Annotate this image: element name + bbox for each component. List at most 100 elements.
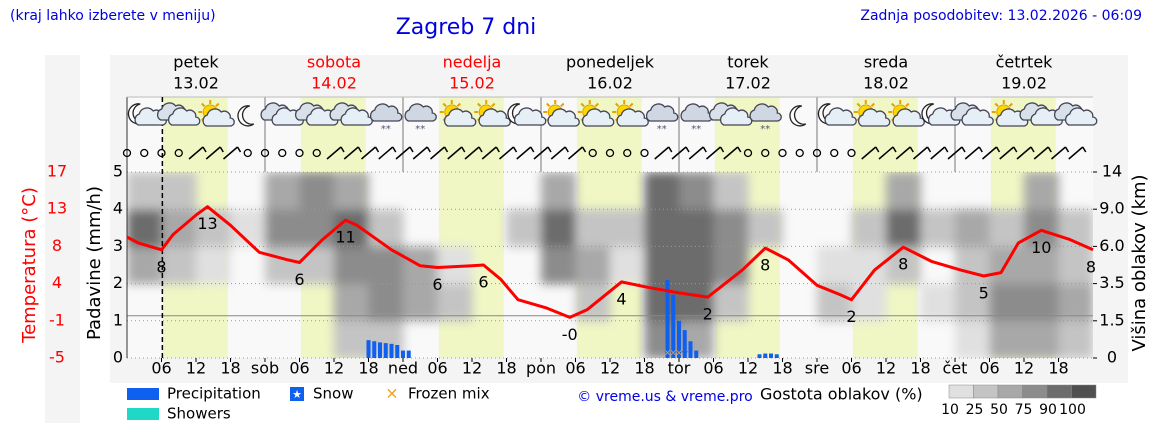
wind-barb-flag bbox=[530, 146, 535, 153]
snow-marker: ★ bbox=[681, 349, 689, 359]
x-tick-label: sre bbox=[805, 359, 829, 378]
wind-barb bbox=[223, 146, 238, 160]
legend-star: ★ bbox=[292, 388, 302, 401]
x-tick-label: 12 bbox=[186, 359, 206, 378]
cloud-cell bbox=[403, 283, 438, 322]
cloud-cell bbox=[1024, 246, 1059, 285]
cloud-cell bbox=[817, 246, 852, 285]
wind-barb-flag bbox=[340, 146, 345, 153]
cloud bbox=[547, 108, 580, 127]
temperature-label: -0 bbox=[562, 325, 578, 344]
precipitation-bar bbox=[366, 340, 371, 358]
x-tick-label: 18 bbox=[1048, 359, 1068, 378]
wind-barb-flag bbox=[668, 146, 673, 153]
wind-calm bbox=[157, 148, 166, 158]
legend-label: Precipitation bbox=[167, 385, 261, 403]
precipitation-bar bbox=[671, 294, 676, 358]
x-tick-label: 06 bbox=[565, 359, 585, 378]
cloud-cell bbox=[575, 209, 611, 247]
wind-barb-flag bbox=[926, 146, 932, 153]
wind-calm bbox=[174, 148, 183, 158]
snow-mark: ** bbox=[691, 124, 701, 135]
wind-barb bbox=[706, 146, 721, 160]
wind-barb bbox=[895, 146, 911, 160]
weather-icon bbox=[237, 105, 255, 127]
frozen-mix-marker: × bbox=[669, 349, 677, 359]
wind-barb-flag bbox=[478, 146, 483, 153]
precipitation-bar bbox=[757, 354, 762, 358]
day-date: 14.02 bbox=[311, 74, 357, 93]
wind-calm bbox=[795, 148, 804, 158]
sun-ray bbox=[456, 102, 461, 108]
precipitation-bar bbox=[406, 350, 411, 358]
temperature-label: 11 bbox=[335, 228, 355, 247]
wind-barb-flag bbox=[719, 146, 725, 153]
temperature-tick-label: 17 bbox=[47, 162, 67, 181]
wind-barb-flag bbox=[944, 146, 949, 153]
cloud bbox=[369, 103, 403, 122]
moon bbox=[237, 105, 255, 127]
cloud-cell bbox=[127, 172, 162, 210]
cloud-cell bbox=[713, 172, 749, 210]
wind-barb bbox=[964, 146, 980, 160]
sun-ray bbox=[1008, 102, 1013, 108]
wind-barb bbox=[982, 146, 997, 160]
wind-barb-flag bbox=[392, 146, 397, 153]
wind-barb-flag bbox=[685, 146, 690, 153]
x-tick-label: 06 bbox=[427, 359, 447, 378]
precipitation-bar bbox=[677, 320, 681, 358]
legend-item: Precipitation bbox=[127, 385, 261, 403]
temperature-tick-label: 8 bbox=[52, 236, 62, 255]
x-tick-label: čet bbox=[943, 359, 968, 378]
header-note: (kraj lahko izberete v meniju) bbox=[10, 8, 216, 24]
weather-icon bbox=[612, 100, 649, 127]
cloud bbox=[645, 103, 679, 122]
sun-ray bbox=[594, 102, 599, 108]
cloud-scale-label: 50 bbox=[990, 402, 1008, 418]
weather-icon bbox=[577, 100, 615, 127]
x-tick-label: 18 bbox=[220, 359, 240, 378]
moon bbox=[789, 105, 807, 127]
x-tick-label: 18 bbox=[634, 359, 654, 378]
wind-calm bbox=[761, 148, 770, 158]
x-tick-label: pon bbox=[526, 359, 556, 378]
weather-icon bbox=[991, 100, 1029, 127]
day-name: nedelja bbox=[443, 53, 502, 72]
wind-barb-flag bbox=[219, 146, 224, 153]
weather-icon bbox=[1053, 102, 1098, 126]
cloud bbox=[961, 107, 994, 126]
weather-icon bbox=[156, 102, 201, 126]
cloud-scale-swatch bbox=[948, 384, 974, 399]
precipitation-bar bbox=[665, 279, 670, 358]
y2-tick-label: 6.0 bbox=[1099, 236, 1124, 255]
cloud-cell bbox=[1058, 246, 1093, 285]
cloud-cell bbox=[955, 246, 990, 285]
temperature-label: 6 bbox=[478, 273, 488, 292]
cloud bbox=[824, 107, 857, 126]
wind-barb-flag bbox=[1047, 146, 1052, 153]
wind-barb bbox=[326, 146, 342, 160]
precipitation-bar bbox=[389, 343, 394, 358]
cloud bbox=[857, 108, 891, 127]
frozen-mix-marker: × bbox=[675, 349, 683, 359]
wind-barb bbox=[188, 146, 204, 160]
wind-barb bbox=[499, 146, 514, 160]
y-tick-label: 0 bbox=[113, 348, 123, 367]
cloud-cell bbox=[506, 209, 542, 247]
cloud-scale-label: 75 bbox=[1015, 402, 1033, 418]
cloud bbox=[581, 108, 615, 127]
x-tick-label: 12 bbox=[462, 359, 482, 378]
legend-label: Snow bbox=[313, 385, 353, 403]
wind-barb bbox=[1033, 146, 1049, 160]
cloud-cell bbox=[334, 283, 369, 322]
sun-ray bbox=[905, 102, 910, 108]
temperature-tick-label: -1 bbox=[49, 310, 65, 329]
precipitation-bar bbox=[774, 354, 779, 358]
wind-barb bbox=[343, 146, 359, 160]
precipitation-bar bbox=[682, 330, 687, 358]
y-tick-label: 1 bbox=[113, 310, 123, 329]
day-name: sreda bbox=[864, 53, 908, 72]
sun-ray bbox=[442, 102, 447, 108]
sun-ray bbox=[201, 102, 206, 108]
weather-icon bbox=[853, 100, 891, 127]
